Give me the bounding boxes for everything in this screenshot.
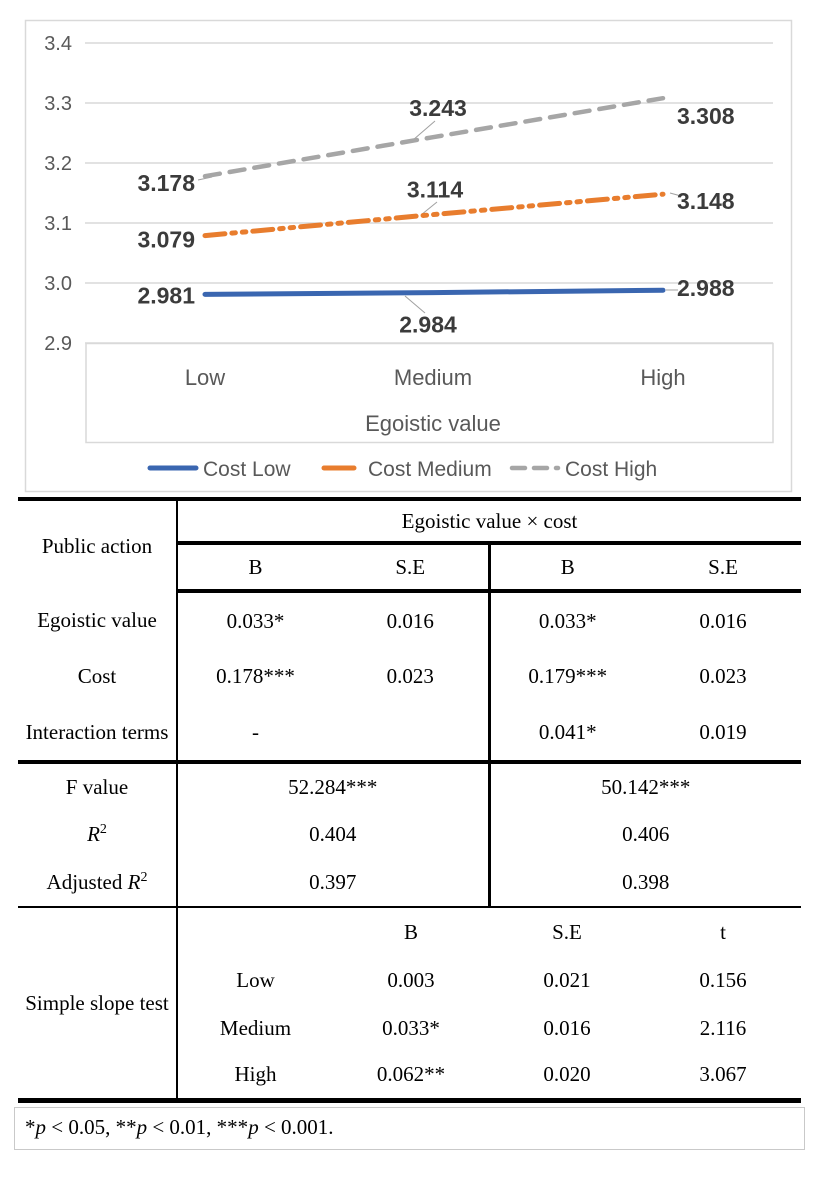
data-label: 3.243 — [409, 95, 467, 121]
legend-label: Cost Medium — [368, 458, 492, 481]
data-label: 3.148 — [677, 188, 735, 214]
row-label-cost: Cost — [18, 649, 178, 704]
data-label: 3.079 — [137, 227, 195, 253]
table-cell: 0.156 — [699, 967, 747, 992]
table-cell: 0.178*** — [216, 664, 295, 688]
stat-label-italic: R — [87, 821, 100, 846]
significance-footnote: *p < 0.05, **p < 0.01, ***p < 0.001. — [14, 1106, 805, 1150]
y-tick-label: 3.2 — [44, 153, 72, 175]
label-leader-line — [420, 201, 438, 216]
table-cell: 0.404 — [177, 810, 491, 858]
label-leader-line — [404, 295, 426, 314]
slope-header-b: B — [403, 919, 418, 944]
y-tick-label: 3.3 — [44, 93, 72, 115]
table-cell: 0.033* — [226, 608, 285, 633]
table-cell: 0.397 — [177, 858, 491, 908]
table-cell: 0.016 — [543, 1015, 591, 1040]
table-cell: 0.406 — [622, 821, 670, 846]
data-label: 2.981 — [137, 282, 195, 308]
table-cell: 0.021 — [543, 967, 591, 992]
row-label-r-squared: R2 — [18, 810, 178, 858]
row-label-adjusted-r-squared: Adjusted R2 — [18, 858, 178, 908]
y-tick-label: 3.0 — [44, 273, 72, 295]
series-line-cost-high — [202, 95, 666, 179]
regression-table: Public action Egoistic value × cost B S.… — [18, 497, 802, 1103]
legend-label: Cost High — [565, 458, 657, 481]
table-cell: 0.019 — [645, 704, 802, 764]
slope-level: Low — [236, 967, 275, 992]
row-label-simple-slope-test: Simple slope test — [18, 907, 178, 1100]
stat-label: Adjusted — [46, 869, 128, 894]
series-line-cost-low — [202, 287, 666, 297]
header-se1: S.E — [333, 543, 491, 593]
table-cell: 0.179*** — [528, 664, 608, 688]
slope-level: High — [234, 1062, 277, 1087]
table-cell — [333, 704, 491, 764]
footnote-part: p — [248, 1114, 259, 1139]
y-tick-label: 3.1 — [44, 213, 72, 235]
table-cell: 3.067 — [699, 1062, 747, 1087]
x-category-label: High — [640, 365, 685, 390]
slope-level: Medium — [219, 1015, 292, 1040]
x-category-label: Medium — [394, 365, 472, 390]
stat-label-italic: R — [127, 869, 141, 894]
table-cell: 0.023 — [699, 664, 747, 688]
data-label: 3.178 — [137, 170, 195, 196]
y-tick-label: 3.4 — [44, 33, 72, 55]
table-cell: 0.033* — [538, 608, 597, 633]
table-cell: 50.142*** — [601, 774, 691, 799]
data-label: 2.988 — [677, 275, 735, 301]
footnote-part: < 0.05, ** — [46, 1114, 137, 1139]
chart-frame — [24, 19, 793, 493]
header-b2: B — [489, 543, 645, 593]
table-cell: 52.284*** — [177, 762, 491, 810]
header-group-title: Egoistic value × cost — [177, 499, 802, 545]
data-label: 3.308 — [677, 103, 735, 129]
interaction-line-chart: 3.4 3.3 3.2 3.1 3.0 2.9 Low Medium High Egoistic … — [0, 0, 819, 497]
slope-header-t: t — [720, 919, 726, 944]
x-axis-title: Egoistic value — [365, 411, 501, 436]
row-label-egoistic-value: Egoistic value — [18, 591, 178, 649]
header-b1: B — [177, 543, 333, 593]
data-label: 3.114 — [407, 177, 463, 203]
table-cell: 0.041* — [489, 704, 645, 764]
series-line-cost-medium — [202, 191, 666, 239]
table-cell: 0.016 — [333, 591, 491, 649]
x-category-label: Low — [185, 365, 225, 390]
empty-cell — [177, 907, 333, 956]
footnote-part: < 0.001. — [258, 1114, 334, 1139]
footnote-part: < 0.01, *** — [147, 1114, 249, 1139]
legend-label: Cost Low — [203, 458, 291, 481]
table-cell: 0.033* — [382, 1015, 440, 1040]
table-cell: 0.062** — [376, 1062, 446, 1087]
data-label: 2.984 — [399, 312, 457, 338]
slope-header-se: S.E — [552, 919, 582, 944]
stat-label: F value — [65, 774, 129, 799]
table-cell: 0.003 — [387, 967, 435, 992]
header-public-action: Public action — [18, 499, 178, 591]
table-cell: 0.020 — [543, 1062, 591, 1087]
chart-canvas: 3.4 3.3 3.2 3.1 3.0 2.9 Low Medium High Egoistic … — [24, 19, 793, 493]
row-label-f-value: F value — [18, 762, 178, 810]
table-cell: 0.016 — [699, 608, 747, 633]
table-cell: 2.116 — [699, 1015, 747, 1040]
label-leader-line — [412, 120, 436, 141]
table-cell: 0.023 — [333, 649, 491, 704]
footnote-part: p — [35, 1114, 47, 1139]
label-leader-line — [669, 192, 682, 197]
footnote-part: * — [25, 1114, 36, 1139]
footnote-part: p — [136, 1114, 148, 1139]
row-label-interaction-terms: Interaction terms — [18, 704, 178, 764]
header-se2: S.E — [645, 543, 802, 593]
table-cell: 0.398 — [489, 858, 802, 908]
table-cell: - — [177, 704, 333, 764]
y-tick-label: 2.9 — [44, 333, 72, 355]
